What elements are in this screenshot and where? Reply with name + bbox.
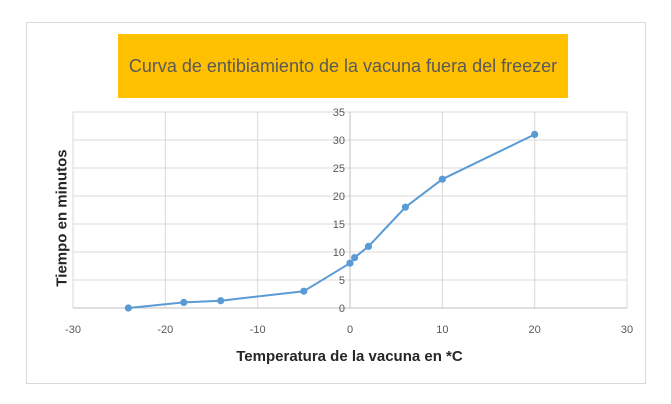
x-tick-label: -10 <box>250 324 266 336</box>
axes <box>73 112 627 309</box>
tick-labels: -30 -20 -10 0 10 20 30 0 5 10 15 20 25 30 35 <box>65 107 633 336</box>
x-tick-label: -30 <box>65 324 81 336</box>
data-point <box>438 175 446 183</box>
x-axis-label: Temperatura de la vacuna en *C <box>236 348 463 365</box>
data-point <box>124 304 132 312</box>
x-tick-label: 0 <box>347 324 353 336</box>
y-tick-label: 10 <box>333 247 345 259</box>
data-point <box>217 297 225 305</box>
data-point <box>351 254 359 262</box>
data-point <box>346 259 354 267</box>
series-line <box>124 130 539 312</box>
y-tick-label: 0 <box>339 303 345 315</box>
y-tick-label: 20 <box>333 191 345 203</box>
series-polyline <box>128 133 536 309</box>
x-tick-label: 30 <box>621 324 633 336</box>
data-point <box>531 130 539 138</box>
y-tick-label: 5 <box>339 275 345 287</box>
y-axis-label: Tiempo en minutos <box>53 149 71 287</box>
data-point <box>300 287 308 295</box>
y-tick-label: 25 <box>333 163 345 175</box>
chart-title: Curva de entibiamiento de la vacuna fuer… <box>128 56 558 76</box>
y-tick-label: 30 <box>333 135 345 147</box>
y-tick-label: 35 <box>333 107 345 119</box>
data-point <box>364 242 373 250</box>
x-tick-label: -20 <box>157 324 173 336</box>
y-tick-label: 15 <box>333 219 345 231</box>
chart-title-box: Curva de entibiamiento de la vacuna fuer… <box>118 34 568 98</box>
x-tick-label: 20 <box>529 324 541 336</box>
data-point <box>180 298 188 306</box>
data-point <box>401 203 409 211</box>
x-tick-label: 10 <box>436 324 448 336</box>
